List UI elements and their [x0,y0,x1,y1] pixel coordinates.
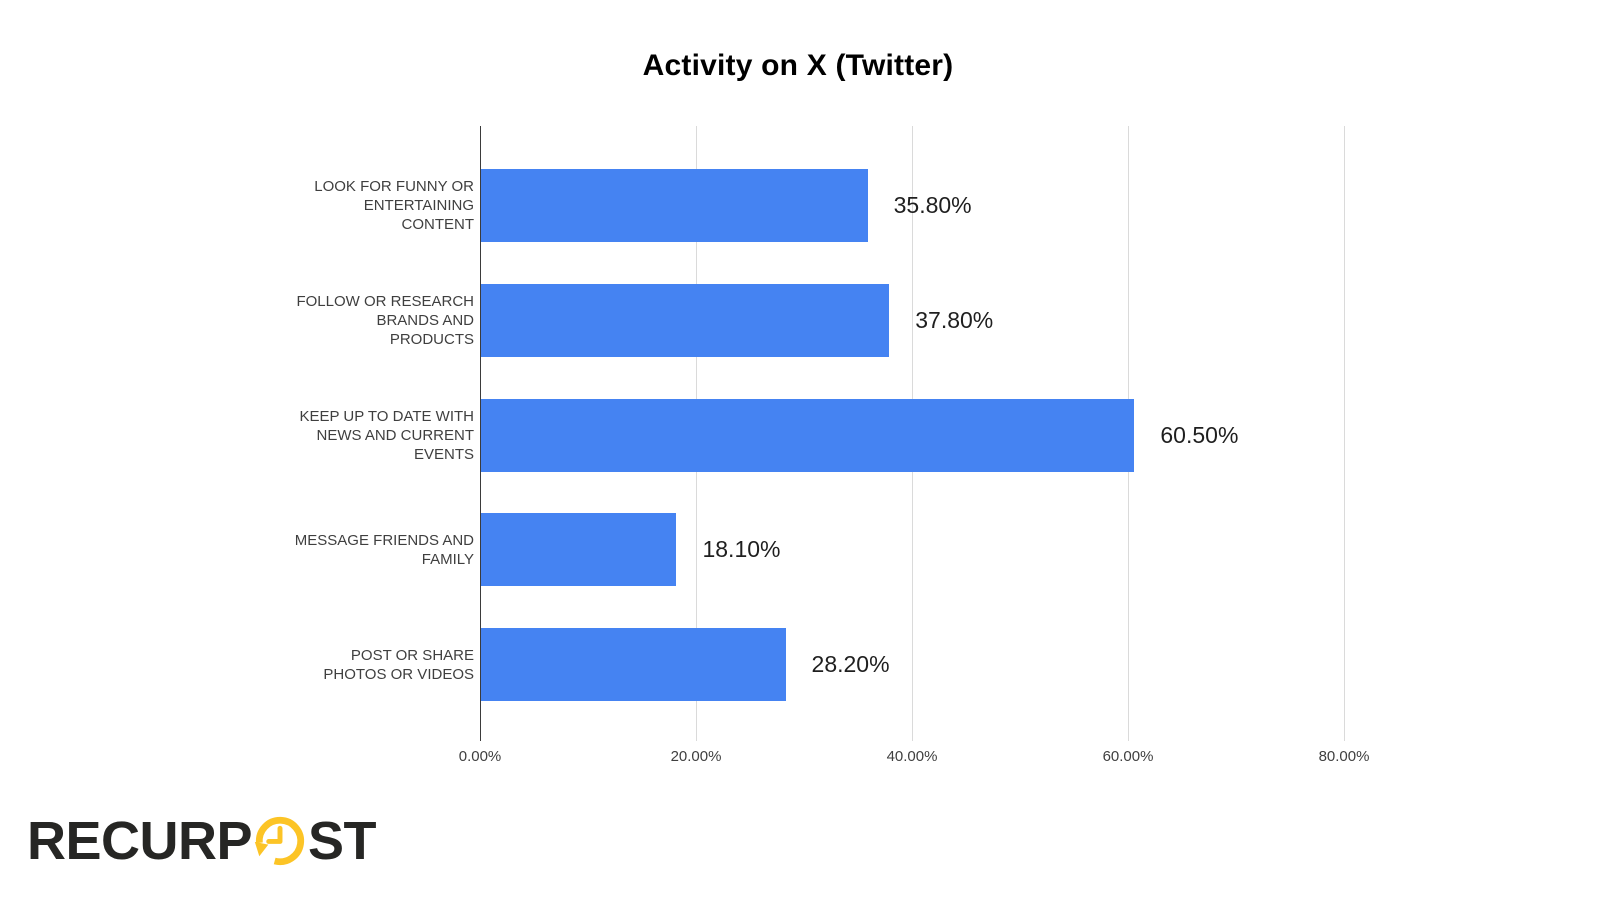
bar-segment [481,169,868,242]
bar-segment [481,513,677,587]
bar-segment [481,628,786,702]
category-label: POST OR SHARE PHOTOS OR VIDEOS [323,646,474,683]
category-label: MESSAGE FRIENDS AND FAMILY [294,531,474,568]
plot-area: 35.80% 37.80% 60.50% 18.10% 28.20% [480,126,1560,741]
y-axis-line [480,126,481,741]
x-gridline [1344,126,1345,741]
bar-value-label: 60.50% [1160,421,1239,448]
x-tick-label: 0.00% [458,748,502,765]
logo-text-st: ST [308,811,377,871]
chart-title: Activity on X (Twitter) [642,49,954,82]
bar-value-label: 35.80% [893,192,972,218]
x-tick-label: 60.00% [1102,748,1154,765]
bar-value-label: 18.10% [702,536,781,563]
recurpost-logo: RECURP ST [27,811,377,871]
x-tick-label: 40.00% [886,748,938,765]
clock-refresh-icon [254,816,305,865]
x-tick-label: 20.00% [670,748,722,765]
category-label: KEEP UP TO DATE WITH NEWS AND CURRENT EV… [299,407,475,463]
bar-value-label: 28.20% [811,651,890,678]
bar-value-label: 37.80% [915,306,994,333]
bar-segment [481,398,1135,472]
x-tick-label: 80.00% [1318,748,1370,765]
category-label: FOLLOW OR RESEARCH BRANDS AND PRODUCTS [296,292,474,348]
bar-segment [481,283,890,357]
category-label: LOOK FOR FUNNY OR ENTERTAINING CONTENT [314,178,474,233]
logo-text-recurp: RECURP [27,811,253,871]
